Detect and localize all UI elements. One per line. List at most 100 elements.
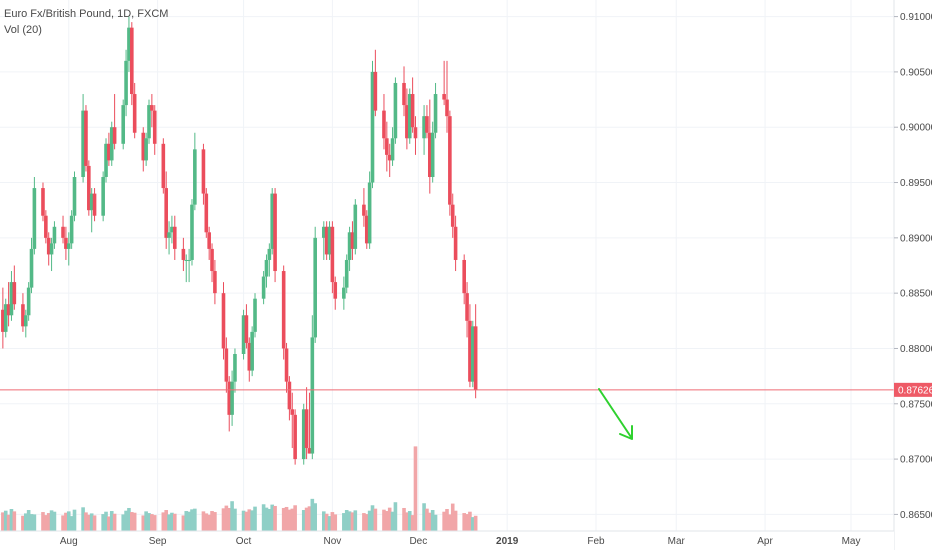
time-tick-label: May: [842, 536, 861, 547]
candle-body: [430, 132, 435, 177]
volume-bar: [152, 515, 157, 531]
symbol-title[interactable]: Euro Fx/British Pound, 1D, FXCM: [4, 8, 169, 20]
volume-bar: [87, 514, 91, 531]
candle-body: [465, 293, 469, 321]
candle-body: [181, 248, 186, 260]
volume-bar: [307, 506, 312, 531]
candle-body: [66, 243, 71, 249]
volume-bar: [330, 512, 335, 531]
candle-body: [52, 226, 57, 244]
volume-bar: [321, 511, 326, 531]
candle-body: [364, 215, 369, 244]
volume-bar: [453, 510, 458, 531]
candle-body: [104, 143, 108, 177]
price-tick-label: 0.86500: [900, 510, 932, 521]
arrow-down-right-icon: [598, 388, 633, 440]
candle-body: [250, 331, 254, 371]
volume-bar: [112, 513, 117, 531]
candle-body: [147, 105, 151, 139]
candle-body: [207, 232, 211, 249]
volume-bar: [353, 510, 358, 531]
volume-bar: [84, 512, 88, 531]
candle-body: [201, 149, 206, 194]
volume-bar: [64, 512, 68, 531]
candle-body: [44, 215, 48, 238]
volume-bar: [127, 507, 131, 531]
volume-bar: [301, 510, 306, 531]
volume-bar: [44, 515, 48, 531]
volume-bar: [132, 512, 137, 531]
candle-body: [26, 287, 31, 316]
candle-body: [273, 193, 277, 272]
candle-body: [132, 94, 137, 133]
candle-body: [64, 237, 68, 249]
volume-bar: [3, 510, 8, 531]
volume-bar: [405, 512, 409, 531]
volume-bar: [92, 515, 97, 531]
volume-bar: [207, 514, 211, 531]
volume-bar: [6, 514, 11, 531]
candle-body: [344, 259, 349, 288]
time-axis[interactable]: Aug Sep Oct Nov Dec 2019 Feb Mar Apr May: [60, 536, 861, 547]
arrow-head: [619, 425, 633, 440]
candle-body: [49, 243, 54, 255]
candle-body: [32, 188, 37, 249]
candle-body: [224, 348, 229, 382]
volume-bar: [287, 509, 292, 531]
volume-bar: [385, 511, 389, 531]
price-axis-background: [894, 0, 932, 550]
candle-body: [9, 282, 14, 316]
candle-body: [473, 326, 478, 390]
candle-body: [23, 315, 28, 327]
volume-bar: [107, 516, 111, 531]
candle-body: [313, 237, 317, 338]
volume-bar: [247, 509, 252, 531]
volume-bar: [264, 507, 269, 531]
volume-bar: [213, 512, 217, 531]
volume-bar: [342, 513, 346, 531]
time-tick-label: Nov: [323, 536, 341, 547]
volume-bar: [141, 515, 146, 531]
candle-body: [6, 304, 11, 316]
candle-body: [41, 188, 45, 216]
volume-bar: [181, 515, 186, 531]
volume-bar: [69, 516, 74, 531]
candle-body: [69, 215, 74, 244]
volume-bar: [347, 511, 352, 531]
volume-bar: [402, 507, 406, 531]
volume-bar: [12, 511, 17, 531]
candle-body: [112, 127, 117, 144]
volume-bar: [26, 510, 31, 531]
candle-body: [89, 193, 94, 211]
time-tick-label: Mar: [668, 536, 686, 547]
candle-body: [164, 188, 168, 238]
time-tick-label: Oct: [236, 536, 252, 547]
volume-bar: [310, 498, 315, 531]
volume-bar: [442, 511, 446, 531]
candle-body: [1, 309, 5, 332]
candle-body: [373, 71, 378, 111]
volume-indicator-title[interactable]: Vol (20): [4, 24, 42, 36]
volume-bar: [433, 514, 438, 531]
volume-bar: [150, 514, 154, 531]
candle-body: [141, 132, 146, 161]
candle-body: [84, 110, 88, 166]
candle-body: [353, 204, 358, 249]
candle-body: [92, 193, 97, 216]
volume-bar: [21, 515, 25, 531]
candle-body: [387, 154, 392, 161]
candle-body: [184, 259, 189, 261]
volume-bar: [164, 510, 168, 531]
time-axis-background: [0, 531, 894, 550]
volume-bar: [333, 514, 338, 531]
volume-bar: [204, 513, 209, 531]
candle-body: [402, 82, 406, 106]
candle-body: [190, 204, 194, 260]
